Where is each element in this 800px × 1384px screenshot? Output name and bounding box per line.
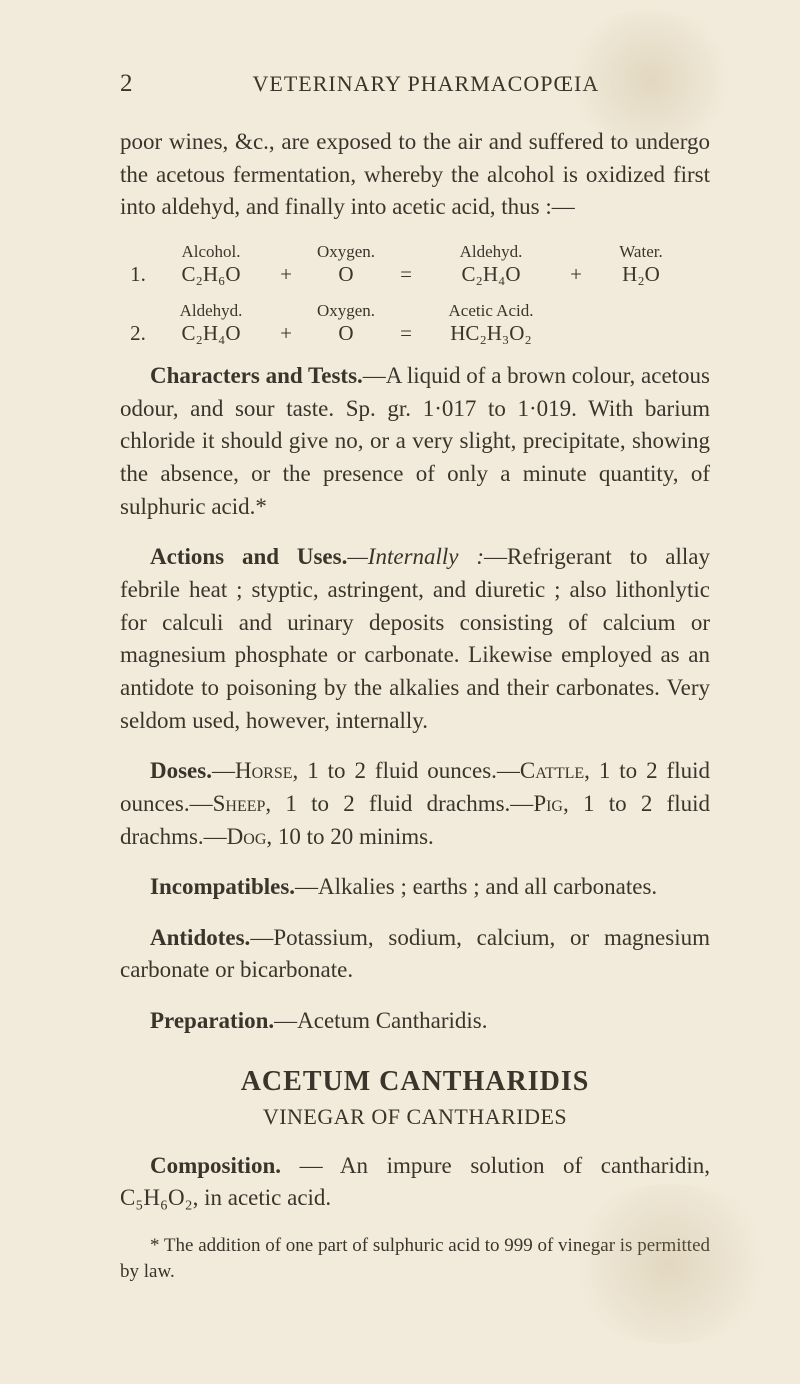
smallcaps: Cattle [520, 758, 584, 783]
run-in-heading: Characters and Tests. [150, 363, 363, 388]
run-in-heading: Incompatibles. [150, 874, 295, 899]
eq-label: Acetic Acid. [426, 301, 556, 321]
page: 2 VETERINARY PHARMACOPŒIA poor wines, &c… [0, 0, 800, 1384]
eq-term: O [306, 321, 386, 346]
dose-text: , 10 to 20 minims. [266, 824, 433, 849]
page-header: 2 VETERINARY PHARMACOPŒIA [120, 70, 710, 98]
eq-label: Aldehyd. [156, 301, 266, 321]
eq-label: Alcohol. [156, 242, 266, 262]
run-in-heading: Composition. [150, 1153, 281, 1178]
paragraph-text: —Refrigerant to allay febrile heat ; sty… [120, 544, 710, 732]
eq-op: = [386, 262, 426, 287]
run-in-heading: Preparation. [150, 1008, 274, 1033]
eq-term: C₂H₆O [156, 262, 266, 287]
characters-paragraph: Characters and Tests.—A liquid of a brow… [120, 360, 710, 523]
equation-1: Alcohol. Oxygen. Aldehyd. Water. 1. C₂H₆… [120, 242, 710, 287]
smallcaps: Horse [235, 758, 293, 783]
eq-number: 1. [120, 262, 156, 287]
equation-1-labels: Alcohol. Oxygen. Aldehyd. Water. [120, 242, 710, 262]
chemical-formula: C₅H₆O₂, [120, 1185, 198, 1210]
intro-paragraph: poor wines, &c., are exposed to the air … [120, 126, 710, 224]
antidotes-paragraph: Antidotes.—Potassium, sodium, calcium, o… [120, 922, 710, 987]
preparation-paragraph: Preparation.—Acetum Cantharidis. [120, 1005, 710, 1038]
eq-op: + [556, 262, 596, 287]
composition-paragraph: Composition. — An impure solution of can… [120, 1150, 710, 1215]
doses-paragraph: Doses.—Horse, 1 to 2 fluid ounces.—Cattl… [120, 755, 710, 853]
eq-term: H₂O [596, 262, 686, 287]
section-title: ACETUM CANTHARIDIS [120, 1066, 710, 1098]
equation-1-line: 1. C₂H₆O + O = C₂H₄O + H₂O [120, 262, 710, 287]
run-in-heading: Antidotes. [150, 925, 250, 950]
smallcaps: Pig [533, 791, 563, 816]
actions-paragraph: Actions and Uses.—Internally :—Refrigera… [120, 541, 710, 737]
eq-op: + [266, 262, 306, 287]
eq-op: + [266, 321, 306, 346]
section-subtitle: VINEGAR OF CANTHARIDES [120, 1104, 710, 1130]
dose-text: , 1 to 2 fluid ounces.— [293, 758, 520, 783]
incompatibles-paragraph: Incompatibles.—Alkalies ; earths ; and a… [120, 871, 710, 904]
eq-label: Aldehyd. [426, 242, 556, 262]
eq-term: HC₂H₃O₂ [426, 321, 556, 346]
eq-term: O [306, 262, 386, 287]
run-in-heading: Doses. [150, 758, 212, 783]
run-in-heading: Actions and Uses. [150, 544, 347, 569]
running-title: VETERINARY PHARMACOPŒIA [253, 71, 600, 97]
eq-label: Water. [596, 242, 686, 262]
eq-number: 2. [120, 321, 156, 346]
dose-text: , 1 to 2 fluid drachms.— [265, 791, 533, 816]
eq-label: Oxygen. [306, 301, 386, 321]
eq-term: C₂H₄O [426, 262, 556, 287]
equation-2-line: 2. C₂H₄O + O = HC₂H₃O₂ [120, 321, 710, 346]
smallcaps: Sheep [213, 791, 266, 816]
paragraph-text: —Alkalies ; earths ; and all carbonates. [295, 874, 657, 899]
smallcaps: Dog [227, 824, 267, 849]
paragraph-text: in acetic acid. [198, 1185, 331, 1210]
equation-2-labels: Aldehyd. Oxygen. Acetic Acid. [120, 301, 710, 321]
italic-text: —Internally : [347, 544, 484, 569]
equation-2: Aldehyd. Oxygen. Acetic Acid. 2. C₂H₄O +… [120, 301, 710, 346]
paragraph-text: — An impure solution of cantharidin, [281, 1153, 710, 1178]
footnote: * The addition of one part of sulphuric … [120, 1233, 710, 1284]
eq-term: C₂H₄O [156, 321, 266, 346]
eq-label: Oxygen. [306, 242, 386, 262]
eq-op: = [386, 321, 426, 346]
paragraph-text: —Acetum Cantharidis. [274, 1008, 487, 1033]
page-number: 2 [120, 70, 133, 98]
